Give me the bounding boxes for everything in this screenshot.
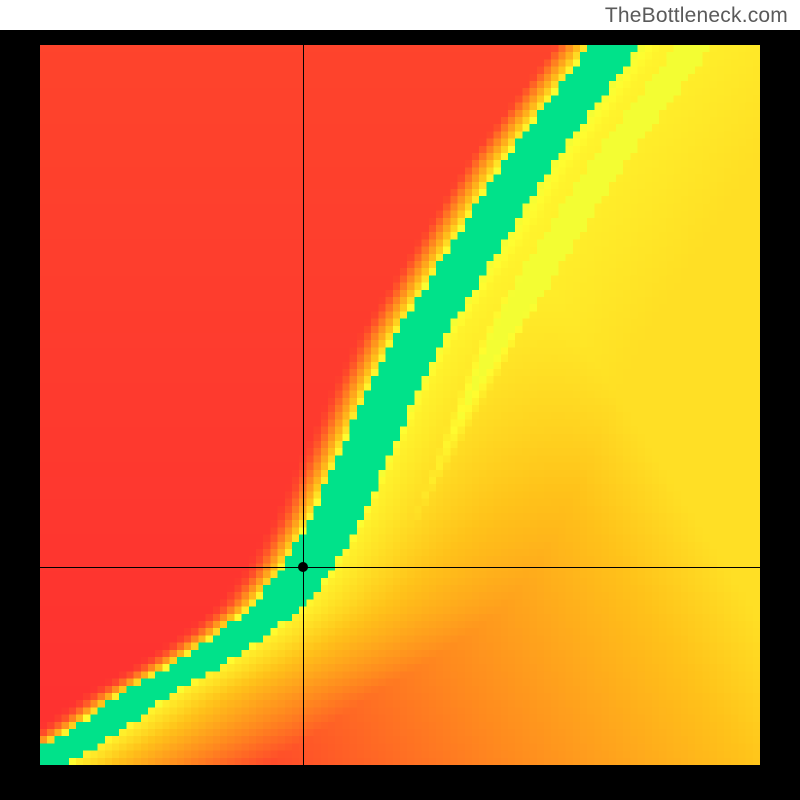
chart-frame	[0, 30, 800, 800]
marker-dot	[298, 562, 308, 572]
page-root: TheBottleneck.com	[0, 0, 800, 800]
heatmap-canvas	[40, 45, 760, 765]
crosshair-horizontal	[40, 567, 760, 568]
crosshair-vertical	[303, 45, 304, 765]
watermark-text: TheBottleneck.com	[605, 4, 788, 28]
